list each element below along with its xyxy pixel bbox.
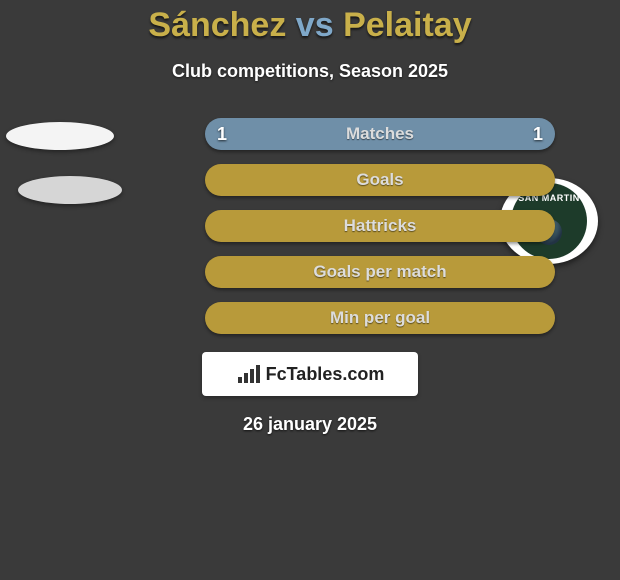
comparison-card: Sánchez vs Pelaitay Club competitions, S…: [0, 0, 620, 580]
stat-label: Min per goal: [330, 308, 430, 328]
stat-pill: Min per goal: [205, 302, 555, 334]
date-label: 26 january 2025: [0, 414, 620, 435]
stat-row: Hattricks: [65, 210, 555, 242]
stat-row: Min per goal: [65, 302, 555, 334]
stat-label: Matches: [346, 124, 414, 144]
brand-text: FcTables.com: [266, 364, 385, 385]
subtitle: Club competitions, Season 2025: [0, 61, 620, 82]
stats-rows: SAN MARTIN Matches11GoalsHattricksGoals …: [0, 118, 620, 334]
stat-pill: Matches: [205, 118, 555, 150]
page-title: Sánchez vs Pelaitay: [0, 6, 620, 45]
stat-pill: Hattricks: [205, 210, 555, 242]
vs-text: vs: [296, 6, 334, 44]
player1-name: Sánchez: [148, 6, 286, 44]
brand-box[interactable]: FcTables.com: [202, 352, 418, 396]
stat-row: Matches 1 1: [65, 118, 555, 150]
stat-pill: Goals: [205, 164, 555, 196]
brand-chart-icon: [236, 363, 262, 385]
stat-value-left: 1: [217, 118, 227, 150]
stat-label: Goals per match: [313, 262, 446, 282]
player2-name: Pelaitay: [343, 6, 472, 44]
stat-row: Goals per match: [65, 256, 555, 288]
stat-row: Goals: [65, 164, 555, 196]
stat-label: Goals: [356, 170, 403, 190]
stat-label: Hattricks: [344, 216, 417, 236]
stat-value-right: 1: [533, 118, 543, 150]
stat-pill: Goals per match: [205, 256, 555, 288]
